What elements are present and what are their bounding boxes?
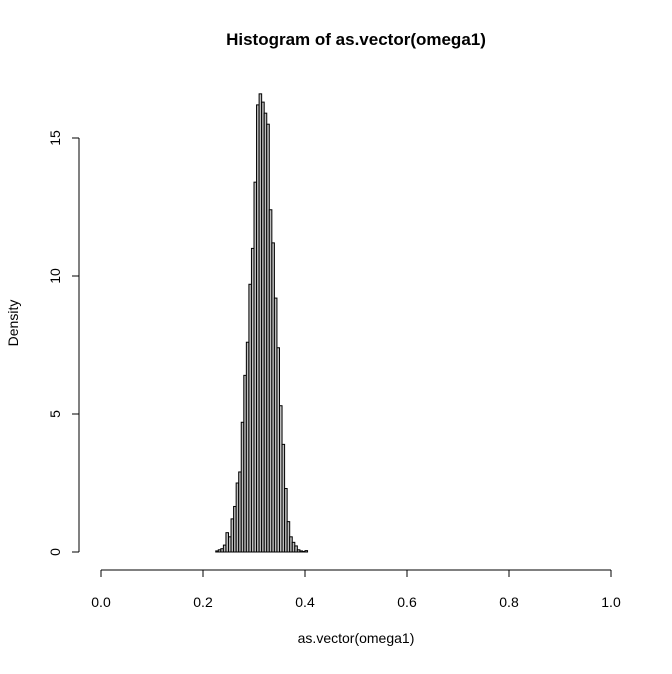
histogram-bar [294,545,298,553]
x-tick-label: 0.2 [193,594,213,610]
x-tick-label: 1.0 [601,594,621,610]
histogram-bar [284,488,288,553]
histogram-bars [215,93,309,553]
y-axis: 0 5 10 15 [47,130,80,556]
y-tick-label: 10 [47,268,63,284]
x-axis-label: as.vector(omega1) [298,630,415,646]
y-axis-label: Density [5,300,21,347]
histogram-bar [304,550,309,553]
y-tick-label: 0 [47,548,63,556]
chart-title: Histogram of as.vector(omega1) [226,30,486,49]
x-tick-label: 0.0 [91,594,111,610]
x-tick-label: 0.8 [499,594,519,610]
x-tick-label: 0.4 [295,594,315,610]
y-tick-label: 15 [47,130,63,146]
x-tick-label: 0.6 [397,594,417,610]
x-axis: 0.0 0.2 0.4 0.6 0.8 1.0 [91,569,621,610]
y-tick-label: 5 [47,410,63,418]
